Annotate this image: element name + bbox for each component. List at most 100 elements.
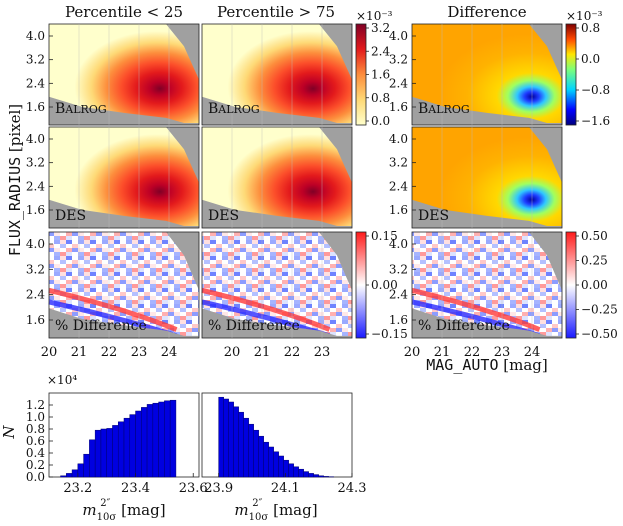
hist-bar [303,471,309,478]
hist-bar [117,421,125,478]
x-tick-label: 22 [101,345,118,360]
y-tick-label: 3.2 [389,156,408,170]
y-tick-label: 1.6 [389,313,408,327]
hist-bar [288,463,294,478]
y-tick-label: 1.6 [26,203,45,217]
hist-y-tick-label: 0.2 [26,458,45,472]
x-tick-label: 20 [224,345,241,360]
colorbar-tick-label: 3.2 [371,21,390,35]
hist-y-tick-label: 1.2 [26,398,45,412]
x-tick-label: 20 [41,345,58,360]
hist-x-tick-label: 24.1 [271,481,300,496]
row-label: % Difference [208,318,300,334]
y-tick-label: 2.4 [389,179,408,193]
hist-bar [278,455,284,478]
hist-x-tick-label: 24.3 [338,481,367,496]
y-tick-label: 4.0 [389,237,408,251]
panel-frame [411,126,563,229]
hist-bar [218,396,224,478]
hist-bar [263,441,269,478]
hist-bar [258,435,264,478]
colorbar-tick-label: 0.00 [371,278,398,292]
hist-x-tick-label: 23.2 [63,481,92,496]
colorbar-tick-label: 0.0 [581,52,600,66]
colorbar-tick-label: 1.6 [371,68,390,82]
panel-frame [411,231,563,339]
hist-bar [308,473,314,478]
hist-bar [293,466,299,478]
y-tick-label: 3.2 [389,262,408,276]
hist-bar [223,398,229,478]
row-label: DES [208,208,239,224]
map-panel-c1-r2: % Difference [201,231,353,339]
panel-frame [411,23,563,126]
histogram-0: 23.2 23.4 23.6 1.21.00.80.60.40.20.0 [26,392,208,496]
panel-frame [48,231,200,339]
y-tick-label: 4.0 [26,237,45,251]
hist-bar [243,417,249,478]
colorbar-fill [355,23,367,126]
masked-region [49,127,199,228]
hist-bar [112,425,119,478]
map-panel-c1-r1: DES [201,126,353,229]
hist-bar [106,428,113,478]
colorbar-tick-label: −0.8 [581,83,610,97]
y-tick-label: 1.6 [26,100,45,114]
hist-bar [323,476,329,478]
y-tick-label: 1.6 [389,203,408,217]
row-label-balrog: BALROG [55,101,107,117]
hist-bar [83,453,90,478]
hist-bar [273,451,279,478]
masked-region [202,232,352,338]
hist-bar [123,417,131,478]
map-panel-c0-r2: % Difference 4.0 3.2 2.4 1.6 [26,231,200,339]
masked-region [202,24,352,125]
hist-bar [238,411,244,478]
y-tick-label: 2.4 [389,288,408,302]
hist-bar [253,429,259,478]
hist-y-tick-label: 1.0 [26,410,45,424]
maps-xlabel: MAG_AUTO [mag] [426,356,548,374]
hist-bar [248,423,254,478]
y-tick-label: 3.2 [389,53,408,67]
hist-bar [146,404,154,478]
x-tick-label: 23 [314,345,331,360]
row-label: % Difference [55,318,147,334]
hist-y-tick-label: 0.6 [26,434,45,448]
hist-x-tick-label: 23.4 [121,481,150,496]
colorbar-scale: ×10⁻³ [356,9,393,23]
y-tick-label: 4.0 [26,132,45,146]
colorbar-tick-label: 0.25 [581,254,608,268]
hist-bar [152,402,159,478]
hist-bar [60,475,67,478]
x-tick-label: 20 [404,345,421,360]
panel-frame [48,126,200,229]
colorbar-fill [355,231,367,339]
row-label: DES [55,208,86,224]
masked-region [412,24,562,125]
map-panel-c1-r0: BALROG [201,23,353,126]
x-tick-label: 23 [131,345,148,360]
hist-x-tick-label: 23.9 [204,481,233,496]
panel-frame [201,231,353,339]
colorbar-pct-small: 0.15 0.00 −0.15 [355,229,408,341]
colorbar-tick-label: 0.0 [371,114,390,128]
y-tick-label: 4.0 [389,29,408,43]
hist-bar [283,459,289,478]
map-panel-c2-r0: BALROG 4.0 3.2 2.4 1.6 [389,23,563,126]
y-tick-label: 3.2 [26,53,45,67]
row-label-balrog: BALROG [418,101,470,117]
hist-bar [66,473,73,478]
colorbar-tick-label: 0.15 [371,229,398,243]
x-tick-label: 22 [284,345,301,360]
colorbars: 3.22.41.60.80.0×10⁻³0.80.0−0.8−1.6×10⁻³0… [355,9,618,341]
panel-frame [201,23,353,126]
colorbar-tick-label: 0.00 [581,278,608,292]
colorbar-tick-label: −0.25 [581,303,618,317]
x-tick-label: 24 [161,345,178,360]
x-tick-label: 21 [434,345,451,360]
colorbar-tick-label: 0.50 [581,229,608,243]
colorbar-tick-label: 0.8 [581,21,600,35]
colorbar-pct-big: 0.50 0.25 0.00 −0.25 −0.50 [565,229,618,341]
